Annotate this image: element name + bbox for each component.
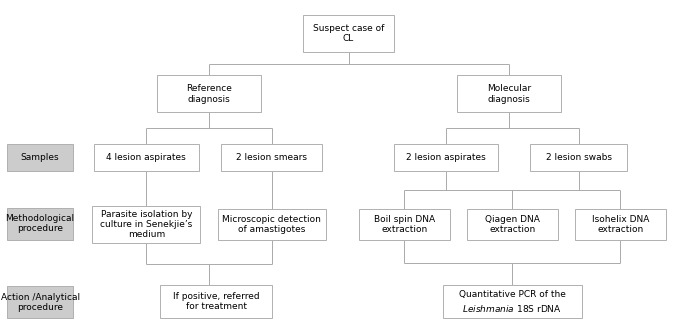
Text: Action /Analytical
procedure: Action /Analytical procedure: [1, 293, 79, 312]
FancyBboxPatch shape: [443, 285, 582, 318]
Text: Qiagen DNA
extraction: Qiagen DNA extraction: [485, 215, 539, 234]
FancyBboxPatch shape: [530, 144, 627, 171]
FancyBboxPatch shape: [457, 75, 561, 112]
Text: Molecular
diagnosis: Molecular diagnosis: [487, 84, 531, 104]
Text: Reference
diagnosis: Reference diagnosis: [186, 84, 232, 104]
Text: 2 lesion smears: 2 lesion smears: [236, 153, 307, 162]
FancyBboxPatch shape: [157, 75, 261, 112]
FancyBboxPatch shape: [94, 144, 199, 171]
Text: Quantitative PCR of the: Quantitative PCR of the: [459, 290, 566, 299]
Text: Methodological
procedure: Methodological procedure: [6, 214, 75, 233]
FancyBboxPatch shape: [7, 286, 73, 318]
Text: 2 lesion aspirates: 2 lesion aspirates: [406, 153, 486, 162]
Text: Suspect case of
CL: Suspect case of CL: [313, 24, 384, 43]
Text: 2 lesion swabs: 2 lesion swabs: [546, 153, 611, 162]
FancyBboxPatch shape: [394, 144, 498, 171]
Text: $\it{Leishmania}$ 18S rDNA: $\it{Leishmania}$ 18S rDNA: [462, 304, 562, 314]
FancyBboxPatch shape: [7, 208, 73, 240]
FancyBboxPatch shape: [160, 285, 272, 318]
FancyBboxPatch shape: [7, 144, 73, 171]
Text: Boil spin DNA
extraction: Boil spin DNA extraction: [374, 215, 435, 234]
FancyBboxPatch shape: [467, 208, 558, 241]
FancyBboxPatch shape: [217, 208, 326, 241]
FancyBboxPatch shape: [575, 208, 666, 241]
Text: 4 lesion aspirates: 4 lesion aspirates: [107, 153, 186, 162]
FancyBboxPatch shape: [92, 206, 201, 243]
Text: Samples: Samples: [21, 153, 59, 162]
Text: Isohelix DNA
extraction: Isohelix DNA extraction: [592, 215, 649, 234]
FancyBboxPatch shape: [222, 144, 322, 171]
FancyBboxPatch shape: [359, 208, 450, 241]
Text: If positive, referred
for treatment: If positive, referred for treatment: [173, 292, 259, 311]
Text: Microscopic detection
of amastigotes: Microscopic detection of amastigotes: [222, 215, 321, 234]
FancyBboxPatch shape: [303, 15, 394, 52]
Text: Parasite isolation by
culture in Senekjie’s
medium: Parasite isolation by culture in Senekji…: [100, 210, 192, 239]
